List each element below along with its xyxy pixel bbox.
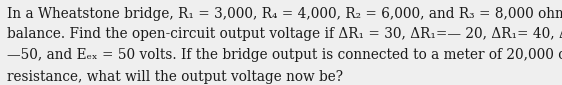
Text: balance. Find the open-circuit output voltage if ΔR₁ = 30, ΔR₁=— 20, ΔR₁= 40, ΔR: balance. Find the open-circuit output vo… <box>7 27 562 41</box>
Text: resistance, what will the output voltage now be?: resistance, what will the output voltage… <box>7 70 343 84</box>
Text: —50, and Eₑₓ = 50 volts. If the bridge output is connected to a meter of 20,000 : —50, and Eₑₓ = 50 volts. If the bridge o… <box>7 48 562 62</box>
Text: In a Wheatstone bridge, R₁ = 3,000, R₄ = 4,000, R₂ = 6,000, and R₃ = 8,000 ohms : In a Wheatstone bridge, R₁ = 3,000, R₄ =… <box>7 7 562 21</box>
